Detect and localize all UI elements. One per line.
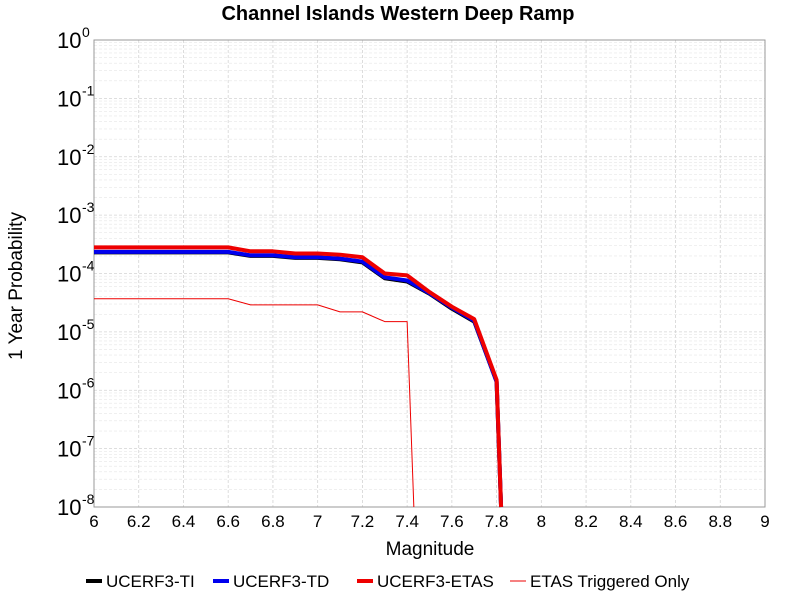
y-tick-exponent: -2	[82, 141, 95, 157]
series-line-1	[94, 250, 504, 508]
x-tick-label: 8.4	[619, 512, 643, 531]
legend-label: UCERF3-TI	[106, 572, 195, 591]
y-tick-label: 10 0	[57, 24, 90, 53]
legend-item: UCERF3-TI	[86, 572, 195, 591]
y-tick-label: 10 -5	[57, 316, 95, 345]
y-tick-exponent: -6	[82, 374, 95, 390]
y-tick-label: 10 -2	[57, 141, 95, 170]
series-line-4	[94, 298, 415, 508]
y-tick-base: 10	[57, 262, 81, 287]
y-axis-label: 1 Year Probability	[6, 212, 27, 360]
y-tick-label: 10 -4	[57, 258, 95, 287]
legend-item: ETAS Triggered Only	[510, 572, 690, 591]
y-tick-base: 10	[57, 495, 81, 520]
y-tick-base: 10	[57, 28, 81, 53]
x-tick-label: 8.8	[708, 512, 732, 531]
y-tick-label: 10 -6	[57, 374, 95, 403]
chart-title: Channel Islands Western Deep Ramp	[221, 3, 574, 25]
x-tick-label: 6.8	[261, 512, 285, 531]
y-tick-exponent: 0	[82, 24, 90, 40]
plot-frame	[93, 39, 766, 508]
legend-item: UCERF3-ETAS	[357, 572, 494, 591]
legend-item: UCERF3-TD	[213, 572, 329, 591]
x-tick-label: 8.2	[574, 512, 598, 531]
series-line-2	[94, 249, 504, 508]
x-tick-label: 7.4	[395, 512, 419, 531]
x-axis-label: Magnitude	[386, 539, 475, 560]
y-tick-base: 10	[57, 378, 81, 403]
legend: UCERF3-TI UCERF3-TD UCERF3-ETAS ETAS Trigge…	[86, 572, 690, 591]
y-tick-exponent: -3	[82, 199, 95, 215]
y-tick-exponent: -7	[82, 433, 95, 449]
x-tick-label: 7.6	[440, 512, 464, 531]
y-tick-base: 10	[57, 203, 81, 228]
y-tick-label: 10 -1	[57, 82, 95, 111]
y-tick-base: 10	[57, 86, 81, 111]
x-tick-label: 7.2	[351, 512, 375, 531]
y-tick-exponent: -4	[82, 258, 95, 274]
y-tick-base: 10	[57, 145, 81, 170]
x-tick-label: 6.6	[216, 512, 240, 531]
y-tick-base: 10	[57, 437, 81, 462]
y-tick-exponent: -1	[82, 82, 95, 98]
legend-label: ETAS Triggered Only	[530, 572, 690, 591]
y-tick-exponent: -5	[82, 316, 95, 332]
y-tick-base: 10	[57, 320, 81, 345]
x-tick-label: 8.6	[664, 512, 688, 531]
y-tick-label: 10 -7	[57, 433, 95, 462]
grid	[94, 40, 765, 508]
legend-label: UCERF3-TD	[233, 572, 329, 591]
series-line-3	[94, 245, 504, 508]
x-tick-label: 6	[89, 512, 98, 531]
x-tick-label: 9	[760, 512, 769, 531]
x-tick-label: 7.8	[485, 512, 509, 531]
legend-label: UCERF3-ETAS	[377, 572, 494, 591]
x-tick-label: 8	[537, 512, 546, 531]
x-tick-label: 6.4	[172, 512, 196, 531]
y-tick-label: 10 -8	[57, 491, 95, 520]
series-layer	[94, 245, 504, 508]
y-tick-exponent: -8	[82, 491, 95, 507]
x-tick-label: 7	[313, 512, 322, 531]
x-axis-ticks: 6 6.2 6.4 6.6 6.8 7 7.2 7.4 7.6 7.8 8 8.2 8.4 8.6 8.8 9	[89, 512, 769, 531]
x-tick-label: 6.2	[127, 512, 151, 531]
y-tick-label: 10 -3	[57, 199, 95, 228]
